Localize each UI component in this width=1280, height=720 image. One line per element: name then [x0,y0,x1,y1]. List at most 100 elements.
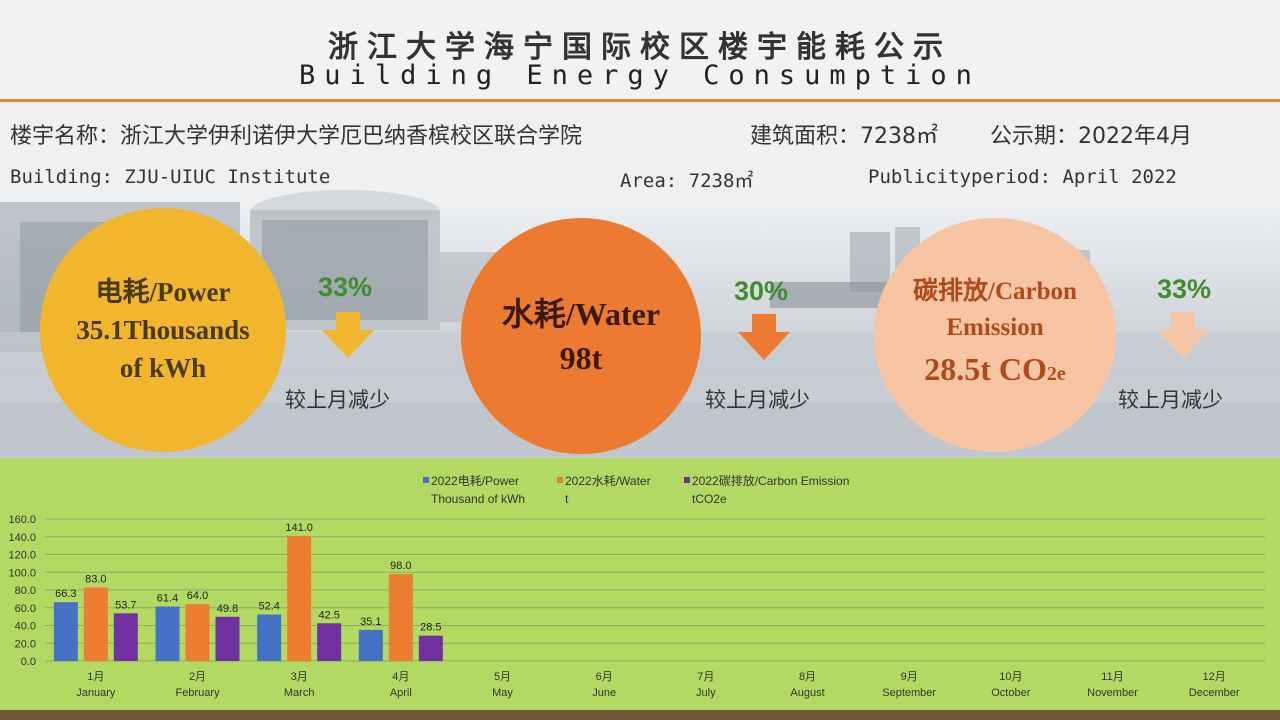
bar [83,587,108,661]
data-label: 64.0 [187,590,208,602]
data-label: 52.4 [258,600,279,612]
footer-bar [0,710,1280,720]
water-down-arrow-icon [738,314,790,360]
legend-swatch-power [423,477,429,483]
x-tick-label-zh: 11月 [1101,671,1123,683]
x-tick-label-en: April [390,687,412,699]
water-change-percent: 30% [734,276,789,306]
x-tick-label-en: June [592,687,616,699]
power-kpi-circle: 电耗/Power 35.1Thousands of kWh [40,208,286,452]
publicity-period-en: Publicityperiod: April 2022 [868,166,1177,188]
energy-bar-chart: 0.0 20.0 40.0 60.0 80.0 100.0 120.0 140.0 160.0 1… [8,514,1265,699]
data-label: 61.4 [157,593,178,605]
x-tick-label-zh: 10月 [999,671,1022,683]
data-label: 83.0 [85,573,106,585]
legend-power-line1: 2022电耗/Power [431,474,520,488]
data-label: 35.1 [360,616,381,628]
power-kpi-unit: of kWh [119,353,207,383]
x-tick-label-zh: 12月 [1203,671,1226,683]
power-kpi-label: 电耗/Power [95,277,231,307]
y-tick-label: 60.0 [15,603,36,615]
legend-item-carbon: 2022碳排放/Carbon Emission tCO2e [692,472,849,508]
bar [155,606,180,661]
y-tick-label: 160.0 [8,514,36,526]
data-label: 28.5 [420,622,441,634]
y-tick-label: 40.0 [15,621,36,633]
power-change-note: 较上月减少 [285,388,390,412]
bar [113,613,138,661]
bar [317,623,342,661]
carbon-kpi-circle: 碳排放/Carbon Emission 28.5t CO2e [874,218,1116,452]
carbon-down-arrow-icon [1157,312,1209,358]
y-tick-label: 140.0 [8,532,36,544]
legend-power-line2: Thousand of kWh [431,492,526,506]
x-tick-label-en: November [1087,687,1138,699]
y-tick-label: 100.0 [8,567,36,579]
x-tick-label-en: March [284,687,315,699]
carbon-kpi-label: 碳排放/Carbon [913,277,1077,305]
building-area-zh: 建筑面积：7238㎡ [750,124,938,149]
x-tick-label-zh: 4月 [392,671,409,683]
x-tick-label-zh: 2月 [189,671,206,683]
x-tick-label-en: July [696,687,716,699]
legend-item-water: 2022水耗/Water t [565,472,651,508]
carbon-change-note: 较上月减少 [1118,388,1223,412]
x-tick-label-zh: 1月 [87,671,104,683]
x-tick-label-en: August [790,687,824,699]
x-tick-label-zh: 7月 [697,671,714,683]
x-tick-label-en: January [76,687,116,699]
bar [418,635,443,661]
building-name-en: Building: ZJU-UIUC Institute [10,166,331,188]
legend-swatch-water [557,477,563,483]
x-tick-label-zh: 5月 [494,671,511,683]
bar [257,614,282,661]
data-label: 66.3 [55,588,76,600]
water-kpi-value: 98t [559,340,603,376]
x-tick-label-en: September [882,687,936,699]
carbon-kpi-value: 28.5t CO2e [924,346,1066,397]
power-change-percent: 33% [318,272,373,302]
x-tick-label-en: May [492,687,513,699]
x-tick-label-en: October [991,687,1030,699]
bar [287,535,312,661]
carbon-kpi-label-2: Emission [946,313,1044,341]
bar [358,629,383,661]
water-kpi-circle: 水耗/Water 98t [461,218,701,454]
data-label: 141.0 [285,522,313,534]
power-kpi-value: 35.1Thousands [76,315,250,345]
bar [53,602,78,661]
x-tick-label-zh: 9月 [901,671,918,683]
header-divider [0,99,1280,102]
data-label: 98.0 [390,560,411,572]
bar [185,604,210,661]
data-label: 53.7 [115,599,136,611]
data-label: 42.5 [318,609,339,621]
building-area-en: Area: 7238㎡ [620,170,754,192]
x-tick-label-zh: 6月 [596,671,613,683]
page-title-en: Building Energy Consumption [299,60,981,91]
legend-carbon-line1: 2022碳排放/Carbon Emission [692,474,850,488]
legend-swatch-carbon [684,477,690,483]
bar [215,616,240,661]
legend-water-line2: t [565,492,569,506]
building-name-zh: 楼宇名称：浙江大学伊利诺伊大学厄巴纳香槟校区联合学院 [10,124,583,149]
power-down-arrow-icon [322,312,374,358]
y-tick-label: 120.0 [8,550,36,562]
legend-carbon-line2: tCO2e [692,492,727,506]
y-tick-label: 0.0 [21,656,36,668]
y-tick-label: 80.0 [15,585,36,597]
x-tick-label-zh: 3月 [291,671,308,683]
water-change-note: 较上月减少 [705,388,810,412]
bar [388,574,413,661]
legend-water-line1: 2022水耗/Water [565,474,651,488]
carbon-kpi-value-text: 28.5t CO [924,350,1047,387]
publicity-period-zh: 公示期：2022年4月 [990,124,1192,149]
carbon-change-percent: 33% [1157,274,1212,304]
data-label: 49.8 [217,603,238,615]
x-tick-label-en: December [1189,687,1240,699]
page-title-zh: 浙江大学海宁国际校区楼宇能耗公示 [328,30,952,65]
header: 浙江大学海宁国际校区楼宇能耗公示 Building Energy Consump… [0,0,1280,100]
x-tick-label-en: February [175,687,220,699]
x-tick-label-zh: 8月 [799,671,816,683]
water-kpi-label: 水耗/Water [501,296,661,332]
